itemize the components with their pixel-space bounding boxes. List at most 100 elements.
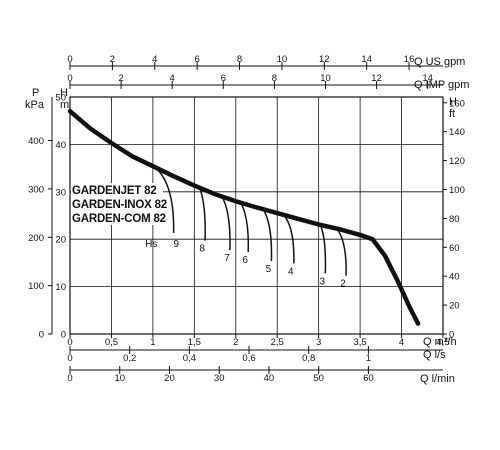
tick-label: 300 (28, 184, 44, 195)
suction-curve-hs-8 (197, 184, 206, 241)
tick-label: 8 (237, 54, 242, 65)
tick-label: 2 (118, 73, 123, 84)
suction-label-8: 8 (199, 244, 205, 255)
m3h-label: Q m³/h (423, 336, 457, 348)
tick-label: 160 (449, 98, 465, 109)
top-axis-imp-gpm: 0 2 4 6 8 10 12 14 Q IMP gpm (67, 73, 469, 91)
tick-label: 4 (170, 73, 175, 84)
tick-label: 12 (319, 54, 330, 65)
tick-label: 16 (404, 54, 415, 65)
tick-label: 40 (449, 272, 460, 283)
tick-label: 0 (61, 330, 66, 341)
tick-label: 2 (233, 337, 238, 348)
model-legend-bg (71, 183, 163, 225)
tick-label: 8 (272, 73, 277, 84)
tick-label: 4 (152, 54, 157, 65)
tick-label: 4,5 (436, 337, 449, 348)
right-axis-ft: 0 20 40 60 80 100 120 140 160 H ft (443, 96, 465, 341)
tick-label: 10 (277, 54, 288, 65)
suction-curve-hs-4 (283, 214, 295, 264)
tick-label: 3 (316, 337, 321, 348)
tick-label: 40 (264, 373, 275, 384)
tick-label: 100 (449, 185, 465, 196)
tick-label: 20 (55, 235, 66, 246)
suction-curve-hs-2 (336, 228, 347, 276)
us-gpm-label: Q US gpm (414, 56, 465, 68)
imp-gpm-label: Q IMP gpm (414, 79, 469, 91)
tick-label: 0,2 (123, 353, 136, 364)
ft-unit-label: ft (449, 108, 455, 120)
suction-curve-hs-6 (239, 201, 250, 253)
tick-label: 1 (150, 337, 155, 348)
bottom-axis-ls: 0 0,2 0,4 0,6 0,8 1 Q l/s (67, 346, 446, 364)
model-gardenjet: GARDENJET 82 (72, 185, 157, 197)
left-axis-kpa: 0 100 200 300 400 P kPa (25, 87, 53, 341)
tick-label: 6 (195, 54, 200, 65)
left-axis-m: 0 10 20 30 40 50 H m (55, 87, 69, 341)
suction-label-2: 2 (340, 279, 346, 290)
suction-label-6: 6 (242, 255, 248, 266)
tick-label: 1 (366, 353, 371, 364)
m-unit-label: m (60, 99, 69, 111)
p-label: P (32, 87, 39, 99)
tick-label: 60 (363, 373, 374, 384)
suction-curve-hs-7 (220, 194, 231, 251)
tick-label: 400 (28, 136, 44, 147)
model-garden-com: GARDEN-COM 82 (72, 213, 166, 225)
tick-label: 0,6 (242, 353, 255, 364)
suction-curves: Hs 9 8 7 6 5 4 3 2 (145, 168, 347, 290)
tick-label: 0,4 (183, 353, 196, 364)
tick-label: 40 (55, 140, 66, 151)
suction-curve-hs-3 (319, 224, 327, 274)
kpa-label: kPa (25, 99, 45, 111)
suction-curve-hs-5 (262, 208, 273, 262)
tick-label: 4 (399, 337, 404, 348)
main-performance-curve (67, 108, 421, 326)
tick-label: 0 (67, 353, 72, 364)
tick-label: 0 (449, 330, 454, 341)
suction-curve-hs-9 (156, 168, 175, 234)
tick-label: 0 (67, 54, 72, 65)
tick-label: 0 (67, 73, 72, 84)
tick-label: 60 (449, 243, 460, 254)
ls-label: Q l/s (423, 349, 446, 361)
tick-label: 20 (164, 373, 175, 384)
tick-label: 100 (28, 281, 44, 292)
tick-label: 2,5 (271, 337, 284, 348)
tick-label: 30 (55, 187, 66, 198)
tick-label: 50 (55, 93, 66, 104)
tick-label: 10 (114, 373, 125, 384)
hs-label: Hs (145, 239, 157, 250)
top-axis-us-gpm: 0 2 4 6 8 10 12 14 16 Q US gpm (67, 54, 465, 70)
h-left-label: H (60, 87, 68, 99)
h-right-label: H (449, 96, 457, 108)
bottom-axis-lmin: 0 10 20 30 40 50 60 Q l/min (67, 366, 455, 385)
suction-label-9: 9 (173, 239, 179, 250)
tick-label: 200 (28, 233, 44, 244)
suction-label-7: 7 (224, 253, 230, 264)
tick-label: 0 (67, 373, 72, 384)
suction-label-5: 5 (266, 264, 272, 275)
tick-label: 10 (320, 73, 331, 84)
tick-label: 0,5 (105, 337, 118, 348)
tick-label: 120 (449, 156, 465, 167)
tick-label: 50 (313, 373, 324, 384)
tick-label: 14 (422, 73, 433, 84)
suction-label-4: 4 (288, 266, 294, 277)
tick-label: 30 (214, 373, 225, 384)
suction-label-3: 3 (320, 276, 326, 287)
tick-label: 3,5 (354, 337, 367, 348)
tick-label: 2 (110, 54, 115, 65)
model-garden-inox: GARDEN-INOX 82 (72, 199, 167, 211)
bottom-axis-m3h: 0 0,5 1 1,5 2 2,5 3 3,5 4 4,5 Q m³/h (67, 334, 457, 348)
plot-frame (69, 96, 444, 335)
tick-label: 140 (449, 127, 465, 138)
tick-label: 14 (361, 54, 372, 65)
tick-label: 10 (55, 282, 66, 293)
tick-label: 0,8 (302, 353, 315, 364)
lmin-label: Q l/min (420, 373, 455, 385)
tick-label: 1,5 (188, 337, 201, 348)
tick-label: 0 (67, 337, 72, 348)
tick-label: 0 (39, 330, 44, 341)
